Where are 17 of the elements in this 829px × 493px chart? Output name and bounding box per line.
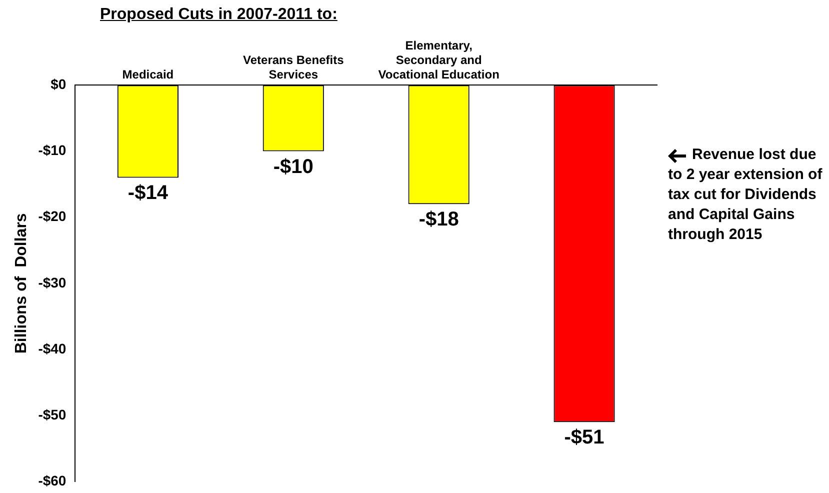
x-tick-label: Medicaid [122,67,174,82]
y-tick-label: -$30 [38,274,66,290]
data-label: -$18 [418,208,459,231]
chart-title: Proposed Cuts in 2007-2011 to: [100,6,338,24]
x-tick-label: Elementary, Secondary and Vocational Education [378,38,500,82]
y-tick-label: -$50 [38,406,66,422]
text: Revenue lost due to 2 year extension of tax cut for Dividends and Capital Gains through 2015 [668,145,824,245]
y-tick-label: -$60 [38,472,66,488]
y-tick-label: -$40 [38,340,66,356]
data-label: -$14 [128,182,169,204]
x-tick-label: Veterans Benefits Services [243,52,344,82]
y-tick-label: -$20 [38,208,66,224]
y-tick-label: $0 [50,76,66,92]
y-tick-label: -$10 [38,142,66,158]
y-axis-title: Billions of Dollars [13,213,30,354]
data-label: -$10 [273,156,314,178]
data-label: -$51 [564,426,604,449]
